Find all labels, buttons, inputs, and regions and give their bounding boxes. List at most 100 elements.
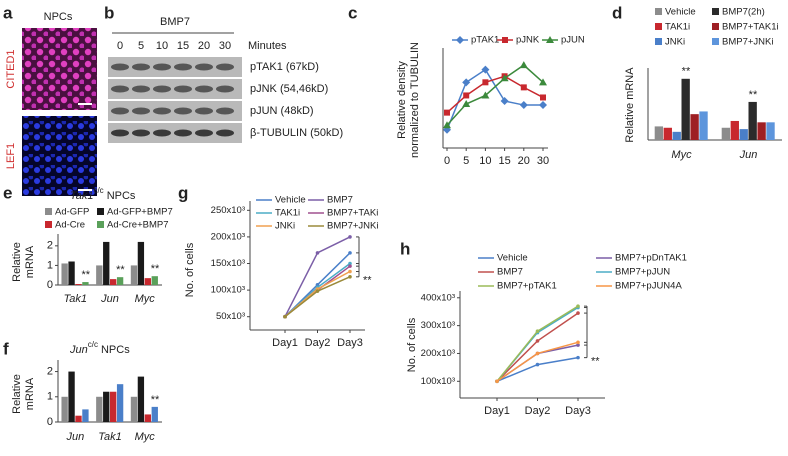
bar — [739, 129, 748, 140]
marker — [520, 84, 527, 91]
x-tick-label: Myc — [671, 149, 692, 161]
panel-letter: a — [3, 3, 13, 22]
marker — [539, 78, 547, 86]
legend-label: BMP7+pTAK1 — [497, 281, 557, 292]
legend-label: Ad-GFP — [55, 207, 89, 218]
bar — [130, 265, 138, 285]
band-label: pJNK (54,46kD) — [250, 83, 328, 95]
marker — [443, 121, 451, 129]
x-tick-label: Day2 — [305, 337, 331, 349]
marker — [463, 92, 470, 99]
bar — [96, 396, 103, 422]
panel-title: Tak1c/c NPCs — [70, 186, 136, 202]
marker — [576, 355, 580, 360]
marker — [535, 362, 540, 367]
y-tick-label: 300x10³ — [421, 320, 455, 331]
blot-band — [111, 129, 129, 137]
treatment-label: BMP7 — [160, 16, 190, 28]
y-tick-label: 250x10³ — [211, 205, 245, 216]
panel-letter: c — [348, 3, 357, 22]
legend-swatch — [97, 221, 104, 228]
marker — [348, 264, 352, 268]
marker — [462, 100, 471, 108]
bar — [137, 376, 145, 422]
title-sup: c/c — [88, 340, 98, 349]
marker — [535, 329, 540, 333]
time-label: 15 — [177, 40, 189, 52]
blot-band — [195, 107, 213, 115]
legend-label: BMP7+JNKi — [722, 37, 773, 48]
marker — [443, 125, 451, 134]
x-tick-label: Day1 — [484, 405, 510, 417]
blot-band — [195, 85, 213, 93]
blot-band — [174, 63, 192, 71]
x-tick-label: Day3 — [337, 337, 363, 349]
legend-label: TAK1i — [665, 22, 690, 33]
bar — [681, 78, 690, 140]
bar — [144, 278, 151, 285]
marker — [576, 343, 580, 347]
western-blot: pTAK1 (67kD) pJNK (54,46kD) pJUN (48kD) β-T… — [108, 57, 343, 143]
marker — [535, 339, 540, 343]
marker — [495, 379, 499, 384]
band-label: pTAK1 (67kD) — [250, 61, 319, 73]
bar — [75, 284, 82, 285]
title-text: NPCs — [101, 344, 130, 356]
time-label: 10 — [156, 40, 168, 52]
marker — [348, 261, 352, 266]
legend-label: pJNK — [516, 35, 540, 46]
x-tick-label: 20 — [518, 155, 530, 167]
y-axis-label: mRNA — [24, 245, 36, 278]
time-label: 0 — [117, 40, 123, 52]
significance: ** — [81, 269, 90, 281]
x-tick-label: Jun — [65, 431, 84, 443]
bar — [130, 396, 138, 422]
panel-title: Junc/c NPCs — [69, 340, 130, 356]
y-tick-label: 50x10³ — [216, 311, 245, 322]
y-tick-label: 100x10³ — [211, 285, 245, 296]
marker — [348, 269, 352, 274]
blot-band — [132, 85, 150, 93]
y-axis-label: Relative mRNA — [624, 67, 636, 143]
significance: ** — [151, 394, 160, 406]
bar — [730, 120, 739, 140]
bar — [151, 406, 158, 422]
legend-label: BMP7+JNKi — [327, 221, 378, 232]
legend-label: JNKi — [275, 221, 295, 232]
y-tick-label: 1 — [47, 259, 53, 271]
legend-swatch — [655, 8, 662, 15]
blot-band — [153, 107, 171, 115]
panel-letter: d — [612, 3, 622, 22]
bar — [75, 415, 82, 422]
blot-band — [132, 107, 150, 115]
significance: ** — [151, 263, 160, 275]
marker — [348, 235, 352, 239]
title-text: NPCs — [107, 190, 136, 202]
bar — [672, 131, 681, 140]
marker — [315, 289, 320, 293]
blot-band — [153, 85, 171, 93]
marker — [576, 311, 580, 315]
y-tick-label: 0 — [47, 279, 53, 291]
blot-band — [111, 107, 129, 115]
x-tick-label: Jun — [100, 293, 119, 305]
y-tick-label: 200x10³ — [421, 348, 455, 359]
bar — [103, 241, 110, 285]
marker — [315, 282, 320, 287]
marker — [462, 78, 471, 87]
x-tick-label: 5 — [463, 155, 469, 167]
title-gene: Jun — [69, 344, 88, 356]
marker — [540, 94, 546, 101]
bar — [82, 409, 89, 422]
y-axis-label: Relative — [11, 374, 23, 414]
legend-label: BMP7+pJUN — [615, 267, 670, 278]
legend-swatch — [712, 38, 719, 45]
blot-band — [216, 129, 234, 137]
legend-label: BMP7+pDnTAK1 — [615, 253, 687, 264]
bar — [137, 241, 145, 285]
marker — [456, 36, 464, 44]
blot-band — [111, 85, 129, 93]
y-tick-label: 150x10³ — [211, 258, 245, 269]
legend-label: pJUN — [561, 35, 585, 46]
bar — [721, 127, 731, 140]
